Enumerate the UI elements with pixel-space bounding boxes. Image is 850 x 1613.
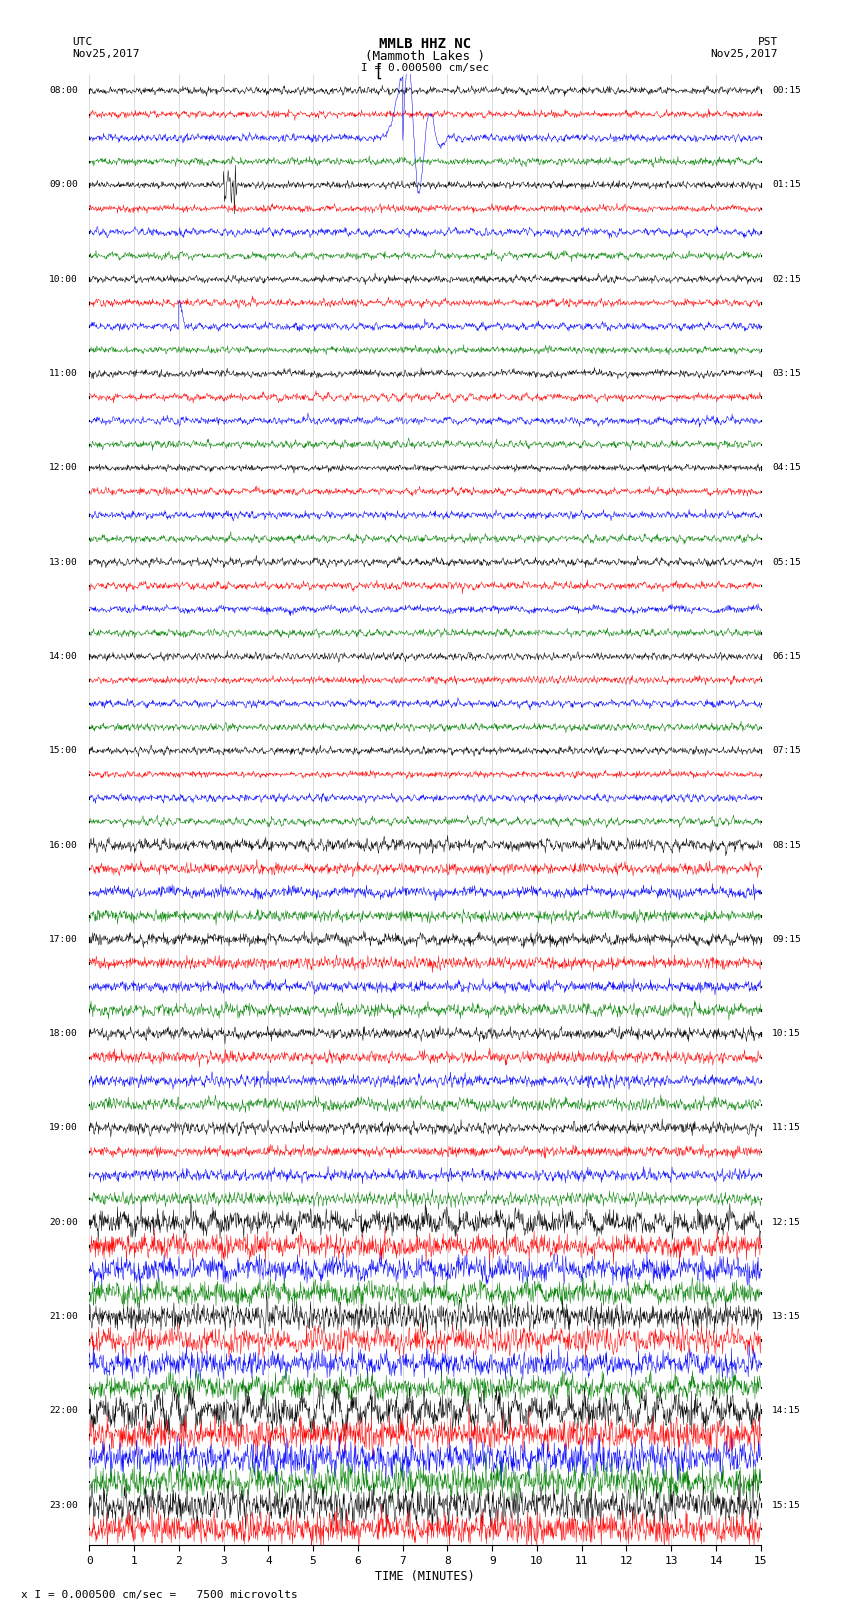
Text: 15:15: 15:15 xyxy=(772,1500,801,1510)
Text: 17:00: 17:00 xyxy=(49,936,78,944)
Text: 21:00: 21:00 xyxy=(49,1311,78,1321)
Text: 13:15: 13:15 xyxy=(772,1311,801,1321)
Text: I = 0.000500 cm/sec: I = 0.000500 cm/sec xyxy=(361,63,489,73)
Text: x I = 0.000500 cm/sec =   7500 microvolts: x I = 0.000500 cm/sec = 7500 microvolts xyxy=(21,1590,298,1600)
Text: 02:15: 02:15 xyxy=(772,274,801,284)
X-axis label: TIME (MINUTES): TIME (MINUTES) xyxy=(375,1569,475,1582)
Text: 00:15: 00:15 xyxy=(772,85,801,95)
Text: 01:15: 01:15 xyxy=(772,181,801,189)
Text: (Mammoth Lakes ): (Mammoth Lakes ) xyxy=(365,50,485,63)
Text: 14:15: 14:15 xyxy=(772,1407,801,1415)
Text: UTC
Nov25,2017: UTC Nov25,2017 xyxy=(72,37,139,58)
Text: 03:15: 03:15 xyxy=(772,369,801,377)
Text: 19:00: 19:00 xyxy=(49,1124,78,1132)
Text: 18:00: 18:00 xyxy=(49,1029,78,1039)
Text: 08:00: 08:00 xyxy=(49,85,78,95)
Text: 22:00: 22:00 xyxy=(49,1407,78,1415)
Text: 09:15: 09:15 xyxy=(772,936,801,944)
Text: 09:00: 09:00 xyxy=(49,181,78,189)
Text: 08:15: 08:15 xyxy=(772,840,801,850)
Text: 13:00: 13:00 xyxy=(49,558,78,566)
Text: 06:15: 06:15 xyxy=(772,652,801,661)
Text: 20:00: 20:00 xyxy=(49,1218,78,1227)
Text: 15:00: 15:00 xyxy=(49,747,78,755)
Text: 12:00: 12:00 xyxy=(49,463,78,473)
Text: 10:15: 10:15 xyxy=(772,1029,801,1039)
Text: 16:00: 16:00 xyxy=(49,840,78,850)
Text: 11:15: 11:15 xyxy=(772,1124,801,1132)
Text: 05:15: 05:15 xyxy=(772,558,801,566)
Text: MMLB HHZ NC: MMLB HHZ NC xyxy=(379,37,471,52)
Text: 04:15: 04:15 xyxy=(772,463,801,473)
Text: 07:15: 07:15 xyxy=(772,747,801,755)
Text: [: [ xyxy=(373,63,383,81)
Text: 12:15: 12:15 xyxy=(772,1218,801,1227)
Text: 14:00: 14:00 xyxy=(49,652,78,661)
Text: 10:00: 10:00 xyxy=(49,274,78,284)
Text: 23:00: 23:00 xyxy=(49,1500,78,1510)
Text: PST
Nov25,2017: PST Nov25,2017 xyxy=(711,37,778,58)
Text: 11:00: 11:00 xyxy=(49,369,78,377)
